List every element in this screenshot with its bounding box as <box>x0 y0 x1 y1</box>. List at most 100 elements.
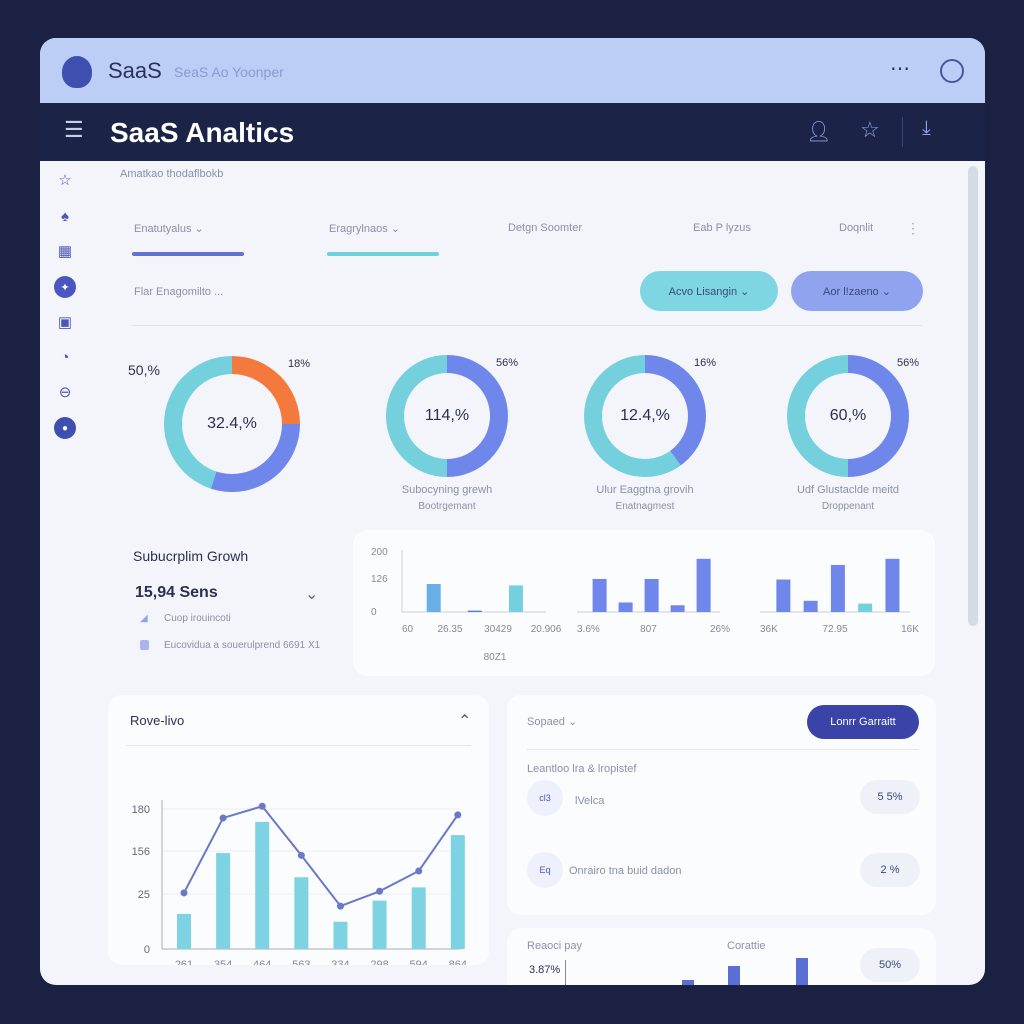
bar <box>830 564 845 612</box>
x-tick-label: 354 <box>214 959 232 965</box>
x-tick-label: 594 <box>410 959 428 965</box>
x-tick-label: 20.906 <box>531 624 562 635</box>
donut-caption: Subocyning grewh <box>401 484 493 496</box>
donut-caption-sub: Droppenant <box>821 501 875 512</box>
donut-center-value: 60,% <box>805 373 891 459</box>
tab-4[interactable]: Doqnlit <box>839 222 874 234</box>
x-tick-label: 298 <box>370 959 388 965</box>
segment-action-button[interactable]: Lonrr Garraitt <box>807 705 919 739</box>
revenue-chart: 180 156 25 0 261 354 464 563 334 298 594 864 <box>132 800 467 965</box>
bar <box>776 579 791 612</box>
sidebar-doc-icon[interactable]: ▣ <box>57 314 73 331</box>
tab-underline <box>132 252 244 256</box>
segments-card: Sopaed ⌄ Lonrr Garraitt Leantloo lra & l… <box>507 695 936 915</box>
bar <box>858 603 873 612</box>
page-title: SaaS Analtics <box>110 117 295 148</box>
chevron-down-icon[interactable]: ⌄ <box>305 586 319 603</box>
line-point <box>415 867 423 875</box>
bar <box>696 558 711 612</box>
download-icon[interactable]: ⤓ <box>922 117 931 139</box>
donut-chart: 32.4,% <box>164 356 300 492</box>
segment-row-label: lVelca <box>575 795 605 807</box>
sidebar-back-icon[interactable]: ⊖ <box>58 384 72 401</box>
bottom-subtitle: Corattie <box>727 940 766 952</box>
subscription-item-1: Cuop irouincoti <box>164 613 231 624</box>
bar <box>467 610 482 612</box>
header: ☰ SaaS Analtics 👤︎ ☆ ⤓ <box>40 103 985 161</box>
bar <box>682 980 694 985</box>
subscription-value: 15,94 Sens <box>135 584 218 601</box>
subscription-title: Subucrplim Growh <box>133 548 249 564</box>
y-tick-label: 0 <box>144 944 150 956</box>
more-icon[interactable]: ⋯ <box>890 58 910 80</box>
segment-row-icon: Eq <box>527 852 563 888</box>
scrollbar[interactable] <box>968 166 978 626</box>
logo-icon <box>62 56 92 88</box>
donut-outer-label: 50,% <box>128 362 160 378</box>
y-tick-label: 180 <box>132 804 150 816</box>
bar <box>216 853 231 949</box>
subscription-item-2: Eucovidua a souerulprend 6691 X1 <box>164 640 321 651</box>
tab-0[interactable]: Enatutyalus ⌄ <box>134 223 204 235</box>
donut-top-label: 16% <box>694 357 717 369</box>
y-tick-label: 0 <box>371 607 377 618</box>
bar <box>255 821 270 949</box>
segment-row-value: 2 % <box>860 853 920 887</box>
tab-more-icon[interactable]: ⋮ <box>906 220 920 236</box>
axis <box>565 960 566 985</box>
menu-icon[interactable]: ☰ <box>64 117 84 142</box>
line-point <box>376 887 384 895</box>
segment-section-title: Leantloo lra & lropistef <box>527 763 637 775</box>
x-tick-label: 30429 <box>484 624 512 635</box>
segment-row-value: 5 5% <box>860 780 920 814</box>
donut-chart: 12.4,% <box>584 355 706 477</box>
divider <box>132 325 922 326</box>
logo-text: SaaS <box>108 58 162 83</box>
filter-button-2[interactable]: Aor l!zaeno ⌄ <box>791 271 923 311</box>
bar <box>728 966 740 985</box>
x-axis-label: 80Z1 <box>484 652 507 663</box>
line-point <box>180 889 188 897</box>
line-point <box>336 902 344 910</box>
tab-2[interactable]: Detgn Soomter <box>508 222 582 234</box>
donut-caption: Ulur Eaggtna grovih <box>596 484 694 496</box>
x-tick-label: 26% <box>710 624 730 635</box>
bar <box>644 578 659 612</box>
user-icon[interactable]: 👤︎ <box>806 121 832 143</box>
segment-dropdown[interactable]: Sopaed ⌄ <box>527 716 578 728</box>
app-subtitle: SeaS Ao Yoonper <box>174 64 284 80</box>
bottom-title: Reaoci pay <box>527 940 583 952</box>
mini-bar-charts-card: 200 126 0 60 26.35 30429 20.906 3.6% 807 26% 36K 72… <box>353 530 935 676</box>
filter-button-1[interactable]: Acvo Lisangin ⌄ <box>640 271 778 311</box>
bar <box>294 877 309 949</box>
sidebar-clock-icon[interactable]: ◔ <box>60 348 70 366</box>
y-tick-label: 126 <box>371 574 388 585</box>
sidebar-star-icon[interactable]: ☆ <box>58 172 72 189</box>
bottom-badge: 50% <box>860 948 920 982</box>
bar <box>372 900 387 949</box>
doc-icon <box>140 640 149 650</box>
chevron-up-icon[interactable]: ⌃ <box>458 713 472 730</box>
donut-caption-sub: Bootrgemant <box>418 501 476 512</box>
bar <box>670 605 685 612</box>
clock-icon[interactable] <box>940 59 964 83</box>
donut-caption-sub: Enatnagmest <box>615 501 675 512</box>
y-tick-label: 25 <box>138 889 150 901</box>
sidebar-grid-icon[interactable]: ▦ <box>57 243 73 260</box>
bar <box>796 958 808 985</box>
divider <box>126 745 471 746</box>
sidebar-settings-icon[interactable]: ● <box>54 417 76 439</box>
sidebar-rocket-icon[interactable]: ♠ <box>61 207 69 225</box>
bottom-card: Reaoci pay Corattie 3.87% 50% <box>507 928 936 985</box>
filter-label: Flar Enagomilto ... <box>134 286 224 298</box>
sidebar-plus-icon[interactable]: ✦ <box>54 276 76 298</box>
title-bar: SaaS SeaS Ao Yoonper ⋯ <box>40 38 985 103</box>
donut-center-value: 32.4,% <box>182 374 282 474</box>
star-icon[interactable]: ☆ <box>860 117 880 142</box>
tab-3[interactable]: Eab P lyzus <box>693 222 751 234</box>
app-window: SaaS SeaS Ao Yoonper ⋯ ☰ SaaS Analtics 👤… <box>40 38 985 985</box>
x-tick-label: 3.6% <box>577 624 600 635</box>
x-tick-label: 261 <box>175 959 193 965</box>
x-tick-label: 60 <box>402 624 414 635</box>
tab-1[interactable]: Eragrylnaos ⌄ <box>329 223 400 235</box>
